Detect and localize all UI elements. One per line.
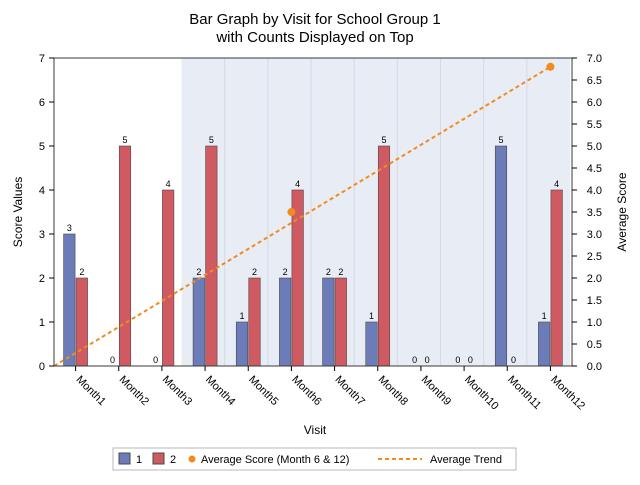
average-score-marker-month12 <box>546 62 555 71</box>
legend-marker-average-score <box>188 455 196 463</box>
bar-series-1-month6 <box>279 277 292 367</box>
x-tick-label-month12: Month12 <box>548 374 587 413</box>
x-tick-label-month10: Month10 <box>462 374 501 413</box>
y-axis-ticks: 0 1 2 3 4 5 6 7 <box>39 53 54 373</box>
data-label-series-1-month8: 1 <box>369 311 374 321</box>
legend-label-series-1: 1 <box>136 454 142 466</box>
bar-series-1-month11 <box>494 145 508 367</box>
y2-axis-ticks: 0.0 0.5 1.0 1.5 2.0 2.5 3.0 3.5 4.0 4.5 5.0 5.5 6.0 6… <box>572 53 602 373</box>
bar-series-1-month4 <box>192 277 205 367</box>
data-label-series-2-month9: 0 <box>425 355 430 365</box>
data-label-series-1-month4: 2 <box>196 267 201 277</box>
y-tick-label: 3 <box>39 229 45 241</box>
y-tick-label: 1 <box>39 317 45 329</box>
y-tick-label: 4 <box>39 185 45 197</box>
data-label-series-2-month3: 4 <box>166 179 171 189</box>
x-tick-label-month5: Month5 <box>246 374 280 408</box>
bar-series-2-month1 <box>75 277 88 367</box>
x-axis-ticks: Month1 Month2 Month3 Month4 Month5 Month6 Mont… <box>73 366 587 412</box>
bar-series-2-month4 <box>205 145 218 367</box>
y2-tick-label: 5.0 <box>587 141 602 153</box>
data-label-series-1-month10: 0 <box>455 355 460 365</box>
data-label-series-2-month5: 2 <box>252 267 257 277</box>
y2-tick-label: 6.0 <box>587 97 602 109</box>
y2-axis-label: Average Score <box>615 172 629 251</box>
y-tick-label: 2 <box>39 273 45 285</box>
bar-series-1-month8 <box>365 321 378 367</box>
legend-label-average-score: Average Score (Month 6 & 12) <box>201 454 349 466</box>
data-label-series-1-month1: 3 <box>67 223 72 233</box>
data-label-series-1-month6: 2 <box>283 267 288 277</box>
y-tick-label: 7 <box>39 53 45 65</box>
y2-tick-label: 3.0 <box>587 229 602 241</box>
y2-tick-label: 7.0 <box>587 53 602 65</box>
chart-subtitle: with Counts Displayed on Top <box>215 29 413 46</box>
y2-tick-label: 1.5 <box>587 295 602 307</box>
y2-tick-label: 5.5 <box>587 119 602 131</box>
data-label-series-1-month7: 2 <box>326 267 331 277</box>
y2-tick-label: 2.0 <box>587 273 602 285</box>
y2-tick-label: 0.5 <box>587 339 602 351</box>
data-label-series-1-month5: 1 <box>239 311 244 321</box>
x-tick-label-month6: Month6 <box>289 374 323 408</box>
y2-tick-label: 3.5 <box>587 207 602 219</box>
x-tick-label-month1: Month1 <box>73 374 107 408</box>
data-label-series-1-month11: 5 <box>498 135 503 145</box>
bar-series-2-month3 <box>162 189 175 367</box>
bar-series-1-month5 <box>235 321 249 367</box>
data-label-series-1-month2: 0 <box>110 355 115 365</box>
y-tick-label: 5 <box>39 141 45 153</box>
x-axis-label: Visit <box>304 423 327 437</box>
data-label-series-2-month4: 5 <box>209 135 214 145</box>
legend: 1 2 Average Score (Month 6 & 12) Average… <box>112 447 517 471</box>
chart-title: Bar Graph by Visit for School Group 1 <box>189 11 441 28</box>
y2-tick-label: 4.0 <box>587 185 602 197</box>
data-label-series-1-month9: 0 <box>412 355 417 365</box>
legend-frame <box>112 447 517 471</box>
data-label-series-2-month10: 0 <box>468 355 473 365</box>
legend-label-series-2: 2 <box>170 454 176 466</box>
y2-tick-label: 4.5 <box>587 163 602 175</box>
bar-series-2-month12 <box>550 189 563 367</box>
data-label-series-2-month7: 2 <box>338 267 343 277</box>
data-label-series-2-month1: 2 <box>79 267 84 277</box>
bar-series-2-month7 <box>334 277 347 367</box>
y2-tick-label: 1.0 <box>587 317 602 329</box>
legend-swatch-series-2 <box>152 452 165 465</box>
data-label-series-2-month6: 4 <box>295 179 300 189</box>
category-gridlines <box>224 58 528 366</box>
y2-tick-label: 6.5 <box>587 75 602 87</box>
bar-series-1-month12 <box>538 321 551 367</box>
data-label-series-2-month11: 0 <box>511 355 516 365</box>
data-label-series-1-month12: 1 <box>542 311 547 321</box>
legend-label-average-trend: Average Trend <box>430 454 502 466</box>
bar-series-1-month7 <box>322 277 335 367</box>
average-score-marker-month6 <box>287 208 296 216</box>
data-label-series-1-month3: 0 <box>153 355 158 365</box>
data-label-series-2-month2: 5 <box>122 135 127 145</box>
x-tick-label-month4: Month4 <box>203 374 237 408</box>
x-tick-label-month7: Month7 <box>332 374 366 408</box>
legend-swatch-series-1 <box>118 452 131 465</box>
x-tick-label-month9: Month9 <box>419 374 453 408</box>
y-axis-label: Score Values <box>11 177 25 247</box>
trend-layer <box>53 62 555 367</box>
x-tick-label-month8: Month8 <box>376 374 410 408</box>
y-tick-label: 6 <box>39 97 45 109</box>
y-tick-label: 0 <box>39 361 45 373</box>
data-label-series-2-month8: 5 <box>381 135 386 145</box>
x-tick-label-month11: Month11 <box>505 374 543 412</box>
average-trend-line <box>53 65 551 367</box>
bar-series-2-month2 <box>118 145 132 367</box>
bar-series-2-month8 <box>377 145 391 367</box>
x-tick-label-month2: Month2 <box>117 374 151 408</box>
bar-series-1-month1 <box>63 233 76 367</box>
data-label-series-2-month12: 4 <box>554 179 559 189</box>
y2-tick-label: 0.0 <box>587 361 602 373</box>
y2-tick-label: 2.5 <box>587 251 602 263</box>
bar-series-2-month5 <box>248 277 261 367</box>
x-tick-label-month3: Month3 <box>160 374 194 408</box>
